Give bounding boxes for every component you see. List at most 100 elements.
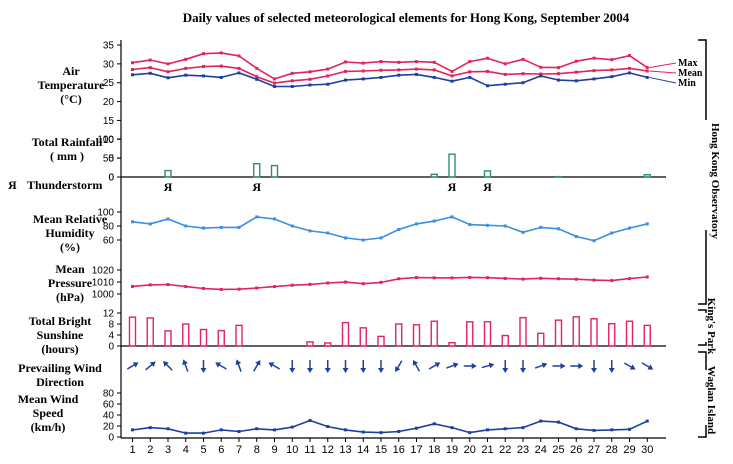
sunshine-bar [217, 329, 225, 347]
temp-min-point [450, 79, 454, 83]
temp-mean-point [592, 69, 596, 73]
wind-arrow-head [608, 368, 615, 373]
sunshine-bar [412, 324, 421, 347]
wind-arrow [163, 361, 173, 371]
wind-arrow-head [132, 362, 139, 368]
sunshine-bar [625, 320, 634, 347]
sunshine-label-line3: (hours) [41, 342, 78, 356]
temp-mean-point [148, 66, 152, 70]
wind-speed-point [255, 427, 259, 431]
sunshine-bar [519, 316, 527, 347]
legend-max: Max [678, 58, 697, 69]
station-label-kings-park: King's Park [705, 298, 717, 355]
temp-mean-point [432, 68, 436, 72]
ws-tick-label-80: 80 [103, 389, 115, 400]
temp-min-point [344, 78, 347, 82]
wind-arrow [520, 360, 526, 373]
wind-speed-point [521, 426, 525, 430]
wind-arrow-head [255, 359, 261, 366]
temp-mean-point [574, 70, 578, 74]
wind-arrow-head [471, 363, 477, 369]
rh-tick-label-80: 80 [103, 222, 115, 233]
x-tick-label-26: 26 [570, 444, 582, 456]
temp-min-point [645, 75, 649, 79]
legend-leader-min [649, 76, 677, 84]
humidity-point [486, 223, 489, 227]
wind-arrow [253, 359, 261, 372]
temp-max-point [415, 60, 418, 64]
humidity-label-line3: (%) [60, 240, 80, 254]
pressure-point [166, 283, 170, 287]
humidity-point [521, 230, 525, 234]
wind-arrow [428, 362, 441, 370]
temp-min-point [397, 73, 401, 77]
temp-mean-point [255, 75, 259, 79]
pressure-point [628, 277, 631, 281]
temp-min-point [273, 84, 276, 88]
rain-tick-label-100: 100 [97, 135, 114, 146]
wind-arrow [641, 362, 654, 370]
wind-arrow [268, 362, 281, 370]
wind-arrow-head [307, 368, 313, 373]
thunderstorm-symbol: Я [164, 180, 173, 194]
wind-arrow-head [182, 359, 188, 366]
temp-max-point [273, 77, 276, 81]
wind-arrow-head [215, 362, 222, 368]
wind-arrow [591, 360, 597, 373]
sunshine-bar [128, 316, 137, 347]
temp-max-point [432, 60, 436, 64]
rain-tick-label-50: 50 [103, 154, 115, 165]
x-tick-label-25: 25 [552, 444, 564, 456]
sun-tick-label-4: 4 [108, 331, 114, 342]
wind-speed-label-line3: (km/h) [31, 420, 66, 434]
wind-arrow [307, 360, 313, 373]
pressure-point [397, 277, 401, 281]
x-tick-label-6: 6 [218, 444, 224, 456]
axis-ticks: 0510152025303505010060801001000101010200… [92, 41, 121, 444]
wind-arrow-head [235, 359, 242, 366]
sunshine-bar [235, 324, 243, 347]
wind-speed-point [415, 426, 418, 430]
sunshine-bar [395, 323, 403, 347]
temp-mean-point [503, 72, 507, 76]
pressure-point [273, 285, 276, 289]
humidity-point [219, 225, 223, 229]
temp-mean-point [273, 81, 276, 85]
temp-max-point [610, 58, 614, 62]
wind-speed-point [432, 422, 436, 426]
sunshine-bar [590, 318, 598, 347]
temp-max-point [344, 60, 347, 64]
humidity-point [361, 238, 365, 242]
humidity-label-line1: Mean Relative [33, 212, 108, 226]
sunshine-bar [146, 317, 154, 347]
humidity-point [628, 226, 631, 230]
wind-speed-point [379, 431, 383, 435]
temp-min-point [574, 79, 578, 83]
pressure-point [344, 280, 347, 284]
wind-arrow [446, 362, 459, 369]
pressure-point [184, 285, 188, 289]
x-tick-label-21: 21 [481, 444, 493, 456]
pressure-point [592, 278, 596, 282]
pressure-point [468, 275, 472, 279]
x-axis-day-labels: 1 2 3 4 5 6 7 8 9 10 11 12 13 14 15 16 17 18 19 20 21 22 23 24 2… [129, 438, 653, 456]
pressure-point [379, 280, 383, 284]
humidity-point [379, 236, 383, 240]
x-tick-label-9: 9 [271, 444, 277, 456]
pressure-point [290, 283, 294, 287]
sunshine-bar [341, 321, 350, 347]
wind-arrow-head [324, 368, 331, 373]
wind-arrow-head [591, 368, 597, 373]
label-thunderstorm: Я Thunderstorm [8, 178, 102, 192]
wind-arrow [289, 360, 296, 373]
rh-tick-label-100: 100 [97, 208, 114, 219]
humidity-point [503, 224, 507, 228]
temp-mean-point [166, 70, 170, 74]
humidity-point [432, 219, 436, 223]
wind-arrow [608, 360, 615, 373]
bracket-wi-bottom [698, 425, 707, 438]
label-wind-speed: Mean Wind Speed (km/h) [18, 392, 79, 434]
temp-max-point [628, 54, 631, 58]
x-tick-label-29: 29 [623, 444, 635, 456]
